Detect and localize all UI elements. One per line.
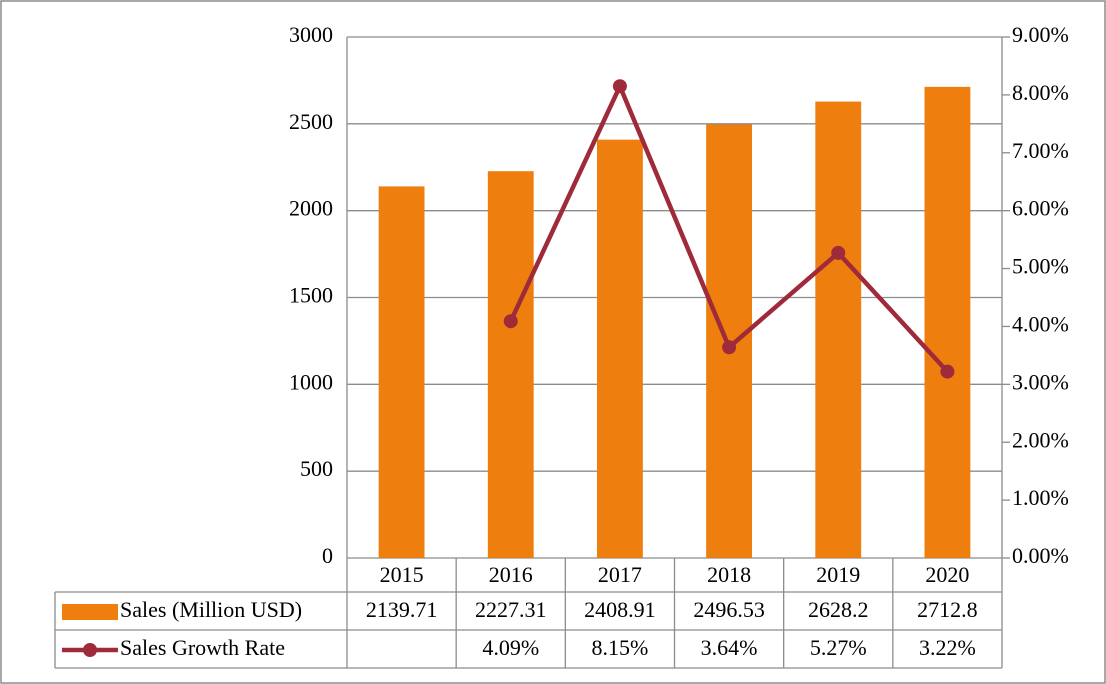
table-value: 2139.71 [366,597,438,622]
y2-tick-label: 9.00% [1012,22,1069,47]
y2-tick-label: 8.00% [1012,80,1069,105]
bar [487,171,534,558]
table-value: 2712.8 [917,597,978,622]
legend-key-marker [83,643,97,657]
table-value: 3.64% [701,635,758,660]
x-tick-label: 2018 [707,562,751,587]
x-tick-label: 2017 [598,562,642,587]
legend-label: Sales Growth Rate [120,635,285,660]
line-marker [503,314,518,329]
bar [924,86,971,558]
x-tick-label: 2020 [925,562,969,587]
y2-tick-label: 2.00% [1012,427,1069,452]
y2-tick-label: 6.00% [1012,196,1069,221]
y-tick-label: 0 [322,543,333,568]
y2-tick-label: 1.00% [1012,485,1069,510]
y-tick-label: 2000 [289,196,333,221]
y2-tick-label: 7.00% [1012,138,1069,163]
y2-tick-label: 0.00% [1012,543,1069,568]
table-value: 4.09% [482,635,539,660]
table-value: 2628.2 [808,597,869,622]
table-value: 5.27% [810,635,867,660]
legend-key [62,604,118,620]
line-marker [940,364,955,379]
y-tick-label: 1500 [289,283,333,308]
y-tick-label: 2500 [289,109,333,134]
y-tick-label: 1000 [289,369,333,394]
bar [378,186,425,559]
y2-tick-label: 5.00% [1012,254,1069,279]
x-tick-label: 2016 [489,562,533,587]
bar [596,139,643,558]
table-value: 2496.53 [693,597,765,622]
bar [815,101,862,558]
table-value: 2408.91 [584,597,656,622]
y-tick-label: 3000 [289,22,333,47]
y-tick-label: 500 [300,456,333,481]
table-value: 3.22% [919,635,976,660]
line-marker [612,79,627,94]
y2-tick-label: 3.00% [1012,369,1069,394]
table-value: 8.15% [592,635,649,660]
x-tick-label: 2019 [816,562,860,587]
line-marker [722,340,737,355]
line-marker [831,245,846,260]
y2-tick-label: 4.00% [1012,311,1069,336]
legend-label: Sales (Million USD) [120,597,302,622]
table-value: 2227.31 [475,597,547,622]
x-tick-label: 2015 [380,562,424,587]
